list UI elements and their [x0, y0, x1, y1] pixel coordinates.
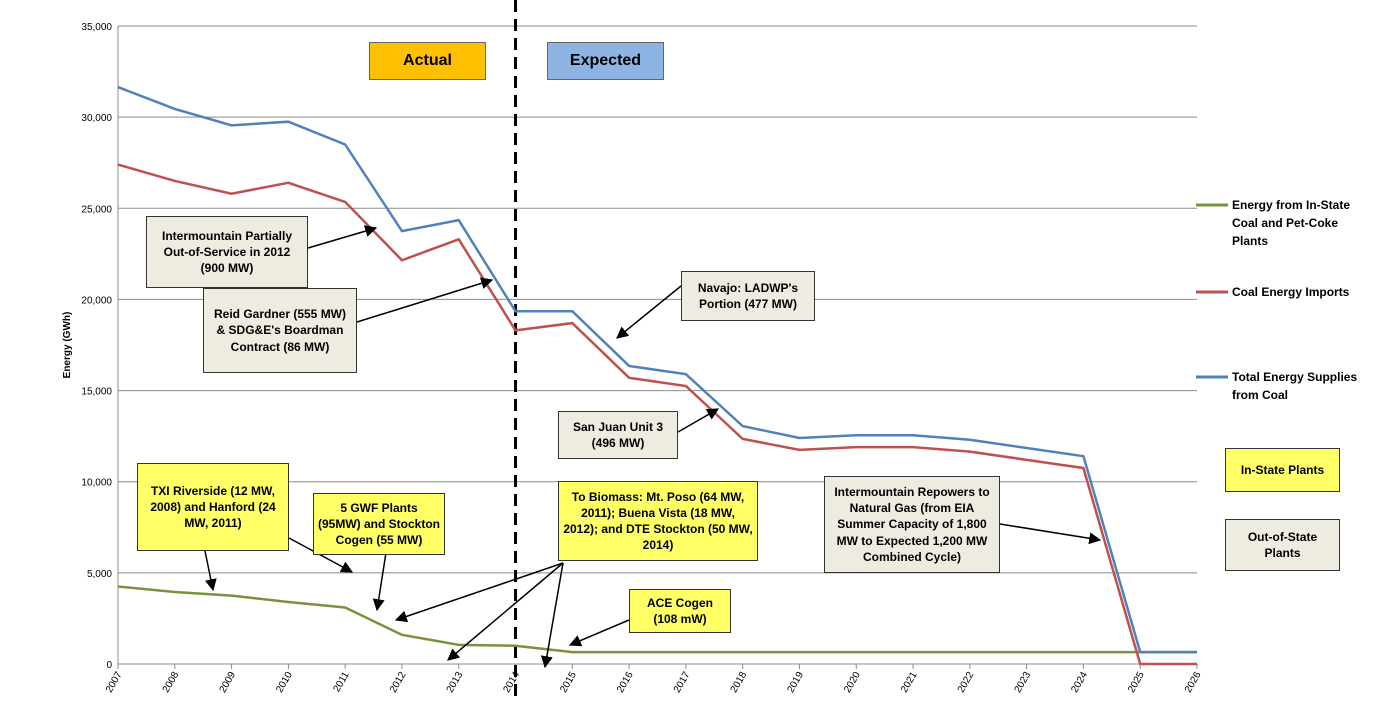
annotation-box: 5 GWF Plants (95MW) and Stockton Cogen (…	[313, 493, 445, 555]
annotation-arrow	[616, 285, 682, 339]
x-tick-label: 2019	[785, 670, 806, 695]
x-tick-label: 2022	[956, 670, 977, 695]
y-tick-label: 35,000	[81, 22, 112, 33]
x-tick-label: 2008	[161, 670, 182, 695]
x-tick-label: 2012	[388, 670, 409, 695]
annotation-arrow	[394, 562, 564, 623]
y-tick-label: 30,000	[81, 113, 112, 124]
annotation-box: TXI Riverside (12 MW, 2008) and Hanford …	[137, 463, 289, 551]
period-label: Actual	[369, 42, 486, 80]
x-tick-label: 2025	[1126, 670, 1147, 695]
x-tick-label: 2009	[218, 670, 239, 695]
x-tick-label: 2020	[842, 670, 863, 695]
annotation-box: Intermountain Partially Out-of-Service i…	[146, 216, 308, 288]
period-label: Expected	[547, 42, 664, 80]
legend-label: Energy from In-State Coal and Pet-Coke P…	[1232, 198, 1351, 248]
x-tick-label: 2014	[501, 670, 522, 695]
annotation-box: Navajo: LADWP's Portion (477 MW)	[681, 271, 815, 321]
line-series	[117, 585, 1197, 654]
y-tick-label: 0	[106, 660, 112, 671]
line-series	[117, 163, 1197, 666]
annotation-box: In-State Plants	[1225, 448, 1340, 492]
annotation-arrow	[307, 225, 378, 249]
x-tick-label: 2017	[672, 670, 693, 695]
y-tick-label: 5,000	[87, 569, 112, 580]
annotation-box: Intermountain Repowers to Natural Gas (f…	[824, 476, 1000, 573]
x-tick-label: 2013	[445, 670, 466, 695]
line-series	[117, 85, 1197, 654]
x-tick-label: 2024	[1069, 670, 1090, 695]
annotation-arrow	[540, 562, 564, 669]
x-tick-label: 2023	[1013, 670, 1034, 695]
x-tick-label: 2007	[104, 670, 125, 695]
annotation-box: Out-of-State Plants	[1225, 519, 1340, 571]
x-tick-label: 2015	[558, 670, 579, 695]
y-axis-label: Energy (GWh)	[62, 312, 73, 379]
x-tick-label: 2021	[899, 670, 920, 695]
annotation-box: ACE Cogen (108 mW)	[629, 589, 731, 633]
y-tick-label: 20,000	[81, 295, 112, 306]
legend-label: Total Energy Supplies from Coal	[1232, 370, 1358, 402]
annotation-arrow	[999, 523, 1102, 545]
annotation-box: To Biomass: Mt. Poso (64 MW, 2011); Buen…	[558, 481, 758, 561]
legend-label: Coal Energy Imports	[1232, 285, 1350, 299]
x-tick-label: 2016	[615, 670, 636, 695]
x-tick-label: 2011	[331, 670, 351, 695]
annotation-arrow	[568, 619, 630, 647]
y-tick-label: 15,000	[81, 387, 112, 398]
x-tick-label: 2026	[1183, 670, 1204, 695]
y-tick-label: 25,000	[81, 204, 112, 215]
annotation-box: Reid Gardner (555 MW) & SDG&E's Boardman…	[203, 288, 357, 373]
y-tick-label: 10,000	[81, 478, 112, 489]
x-tick-label: 2018	[729, 670, 750, 695]
annotation-arrow	[677, 408, 720, 433]
annotation-arrow	[204, 550, 217, 592]
annotation-arrow	[356, 277, 494, 323]
x-tick-label: 2010	[274, 670, 295, 695]
annotation-arrow	[447, 562, 564, 661]
annotation-box: San Juan Unit 3 (496 MW)	[558, 411, 678, 459]
annotation-arrow	[288, 537, 354, 573]
